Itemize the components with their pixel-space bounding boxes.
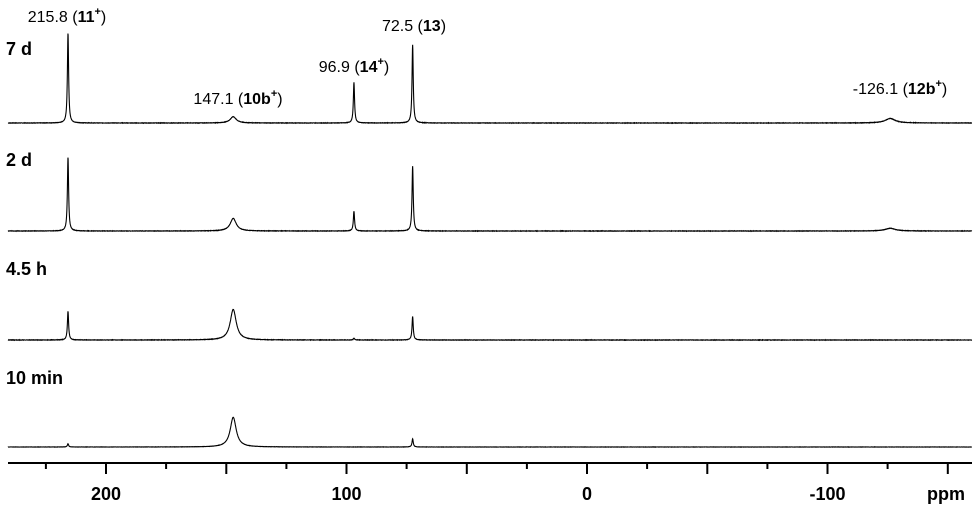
peak-annotation: 96.9 (14+)	[319, 56, 389, 76]
x-tick-label: 0	[582, 484, 592, 504]
series-label: 10 min	[6, 368, 63, 388]
spectra-layer	[7, 33, 973, 448]
x-tick-label: -100	[809, 484, 845, 504]
series-label: 2 d	[6, 150, 32, 170]
labels-layer: 7 d 2 d 4.5 h 10 min 215.8 (11+) 147.1 (10b+)…	[6, 6, 947, 388]
series-label: 4.5 h	[6, 259, 47, 279]
peak-annotation: 147.1 (10b+)	[193, 88, 282, 108]
x-axis: 200 100 0 -100 ppm	[8, 462, 972, 504]
x-tick-label: 100	[331, 484, 361, 504]
spectrum-trace	[7, 416, 972, 448]
x-tick-label: 200	[91, 484, 121, 504]
spectrum-trace	[7, 308, 973, 342]
x-axis-label: ppm	[927, 484, 965, 504]
spectrum-trace	[7, 157, 973, 233]
peak-annotation: 215.8 (11+)	[28, 6, 107, 26]
series-label: 7 d	[6, 39, 32, 59]
peak-annotation: -126.1 (12b+)	[853, 78, 947, 98]
spectrum-trace	[7, 33, 973, 125]
peak-annotation: 72.5 (13)	[382, 18, 446, 35]
x-axis-ticks: 200 100 0 -100	[44, 463, 949, 504]
